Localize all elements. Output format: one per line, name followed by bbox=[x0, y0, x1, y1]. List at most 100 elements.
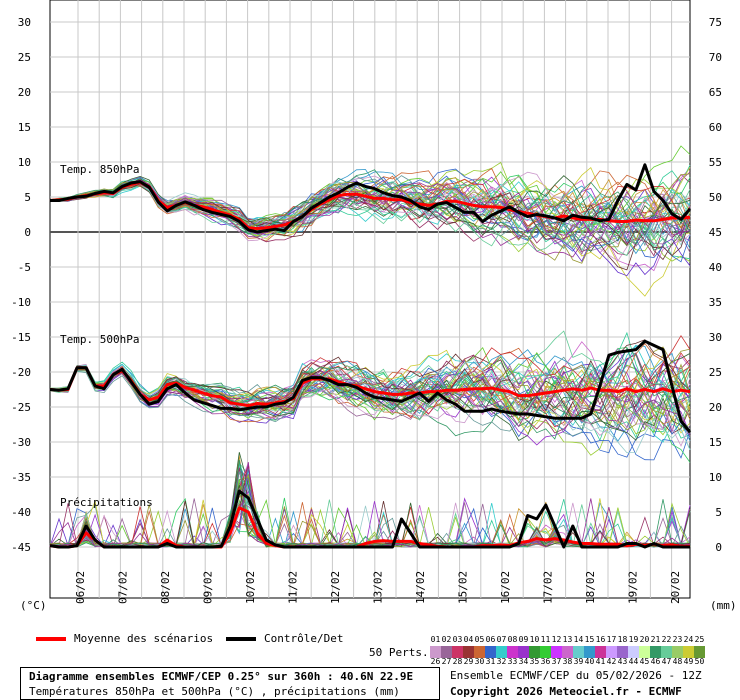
left-tick-label: 0 bbox=[24, 226, 31, 239]
left-tick-label: -10 bbox=[11, 296, 31, 309]
pert-number: 11 bbox=[540, 635, 551, 644]
left-tick-label: -35 bbox=[11, 471, 31, 484]
pert-swatch bbox=[694, 646, 705, 652]
ensemble-member-line bbox=[49, 182, 691, 252]
pert-swatch bbox=[540, 652, 551, 658]
date-label: 15/02 bbox=[457, 571, 470, 604]
pert-number: 03 bbox=[452, 635, 463, 644]
left-tick-label: 15 bbox=[18, 121, 31, 134]
right-tick-label: 40 bbox=[709, 261, 722, 274]
pert-swatch bbox=[650, 646, 661, 652]
pert-number: 28 bbox=[452, 657, 463, 666]
panel-label-t850: Temp. 850hPa bbox=[60, 163, 139, 176]
pert-number: 14 bbox=[573, 635, 584, 644]
left-tick-label: 10 bbox=[18, 156, 31, 169]
date-label: 11/02 bbox=[287, 571, 300, 604]
right-tick-label: 20 bbox=[709, 401, 722, 414]
date-label: 20/02 bbox=[669, 571, 682, 604]
pert-swatch bbox=[584, 652, 595, 658]
right-tick-label: 65 bbox=[709, 86, 722, 99]
pert-number: 44 bbox=[628, 657, 639, 666]
pert-number: 25 bbox=[694, 635, 705, 644]
run-info: Ensemble ECMWF/CEP du 05/02/2026 - 12Z bbox=[450, 669, 702, 682]
pert-swatch bbox=[639, 652, 650, 658]
control-legend-swatch bbox=[226, 637, 256, 641]
pert-swatch bbox=[617, 652, 628, 658]
copyright-text: Copyright 2026 Meteociel.fr - ECMWF bbox=[450, 685, 682, 698]
pert-swatch bbox=[639, 646, 650, 652]
pert-swatch bbox=[452, 646, 463, 652]
ensemble-member-line bbox=[49, 347, 691, 440]
pert-number: 22 bbox=[661, 635, 672, 644]
pert-swatch bbox=[672, 652, 683, 658]
plot-area bbox=[49, 0, 691, 599]
pert-number: 32 bbox=[496, 657, 507, 666]
right-tick-label: 35 bbox=[709, 296, 722, 309]
pert-swatch bbox=[441, 652, 452, 658]
left-tick-label: -25 bbox=[11, 401, 31, 414]
pert-swatch bbox=[485, 646, 496, 652]
right-tick-label: 60 bbox=[709, 121, 722, 134]
pert-swatch bbox=[507, 652, 518, 658]
pert-number: 07 bbox=[496, 635, 507, 644]
left-tick-label: 20 bbox=[18, 86, 31, 99]
date-label: 09/02 bbox=[202, 571, 215, 604]
pert-number: 08 bbox=[507, 635, 518, 644]
right-tick-label: 45 bbox=[709, 226, 722, 239]
date-label: 18/02 bbox=[584, 571, 597, 604]
pert-swatch bbox=[474, 652, 485, 658]
pert-number: 42 bbox=[606, 657, 617, 666]
pert-number: 47 bbox=[661, 657, 672, 666]
pert-number: 17 bbox=[606, 635, 617, 644]
run-info-box bbox=[445, 667, 695, 698]
ensemble-member-line bbox=[49, 181, 691, 245]
pert-number: 24 bbox=[683, 635, 694, 644]
pert-number: 38 bbox=[562, 657, 573, 666]
pert-number: 13 bbox=[562, 635, 573, 644]
pert-swatch bbox=[430, 646, 441, 652]
pert-swatch bbox=[507, 646, 518, 652]
pert-number: 49 bbox=[683, 657, 694, 666]
date-label: 08/02 bbox=[159, 571, 172, 604]
pert-number: 41 bbox=[595, 657, 606, 666]
ensemble-member-line bbox=[49, 339, 691, 412]
right-tick-label: 5 bbox=[715, 506, 722, 519]
left-tick-label: -15 bbox=[11, 331, 31, 344]
pert-swatch bbox=[463, 652, 474, 658]
pert-swatch bbox=[518, 646, 529, 652]
pert-number: 50 bbox=[694, 657, 705, 666]
left-tick-label: -20 bbox=[11, 366, 31, 379]
pert-number: 19 bbox=[628, 635, 639, 644]
pert-number: 12 bbox=[551, 635, 562, 644]
date-axis-labels: 06/02 07/02 08/02 09/02 10/02 11/02 12/02 13/02… bbox=[74, 571, 682, 604]
pert-swatch bbox=[496, 652, 507, 658]
pert-swatch bbox=[551, 646, 562, 652]
pert-swatch bbox=[441, 646, 452, 652]
ensemble-member-line bbox=[49, 179, 691, 241]
pert-number: 16 bbox=[595, 635, 606, 644]
left-tick-label: -5 bbox=[18, 261, 31, 274]
chart-grid bbox=[49, 0, 691, 599]
pert-number: 33 bbox=[507, 657, 518, 666]
pert-number: 39 bbox=[573, 657, 584, 666]
pert-swatch bbox=[551, 652, 562, 658]
pert-number: 29 bbox=[463, 657, 474, 666]
mean-legend-swatch bbox=[36, 637, 66, 641]
pert-number: 45 bbox=[639, 657, 650, 666]
pert-swatch bbox=[529, 652, 540, 658]
control-line bbox=[49, 339, 692, 434]
pert-number: 37 bbox=[551, 657, 562, 666]
date-label: 10/02 bbox=[244, 571, 257, 604]
control-legend-label: Contrôle/Det bbox=[264, 632, 344, 645]
pert-swatch bbox=[529, 646, 540, 652]
ensemble-member-line bbox=[49, 175, 691, 253]
pert-swatch bbox=[595, 646, 606, 652]
left-unit-label: (°C) bbox=[20, 599, 47, 612]
pert-swatch bbox=[540, 646, 551, 652]
control-line bbox=[50, 163, 692, 234]
pert-number: 20 bbox=[639, 635, 650, 644]
pert-number: 31 bbox=[485, 657, 496, 666]
pert-swatch bbox=[474, 646, 485, 652]
